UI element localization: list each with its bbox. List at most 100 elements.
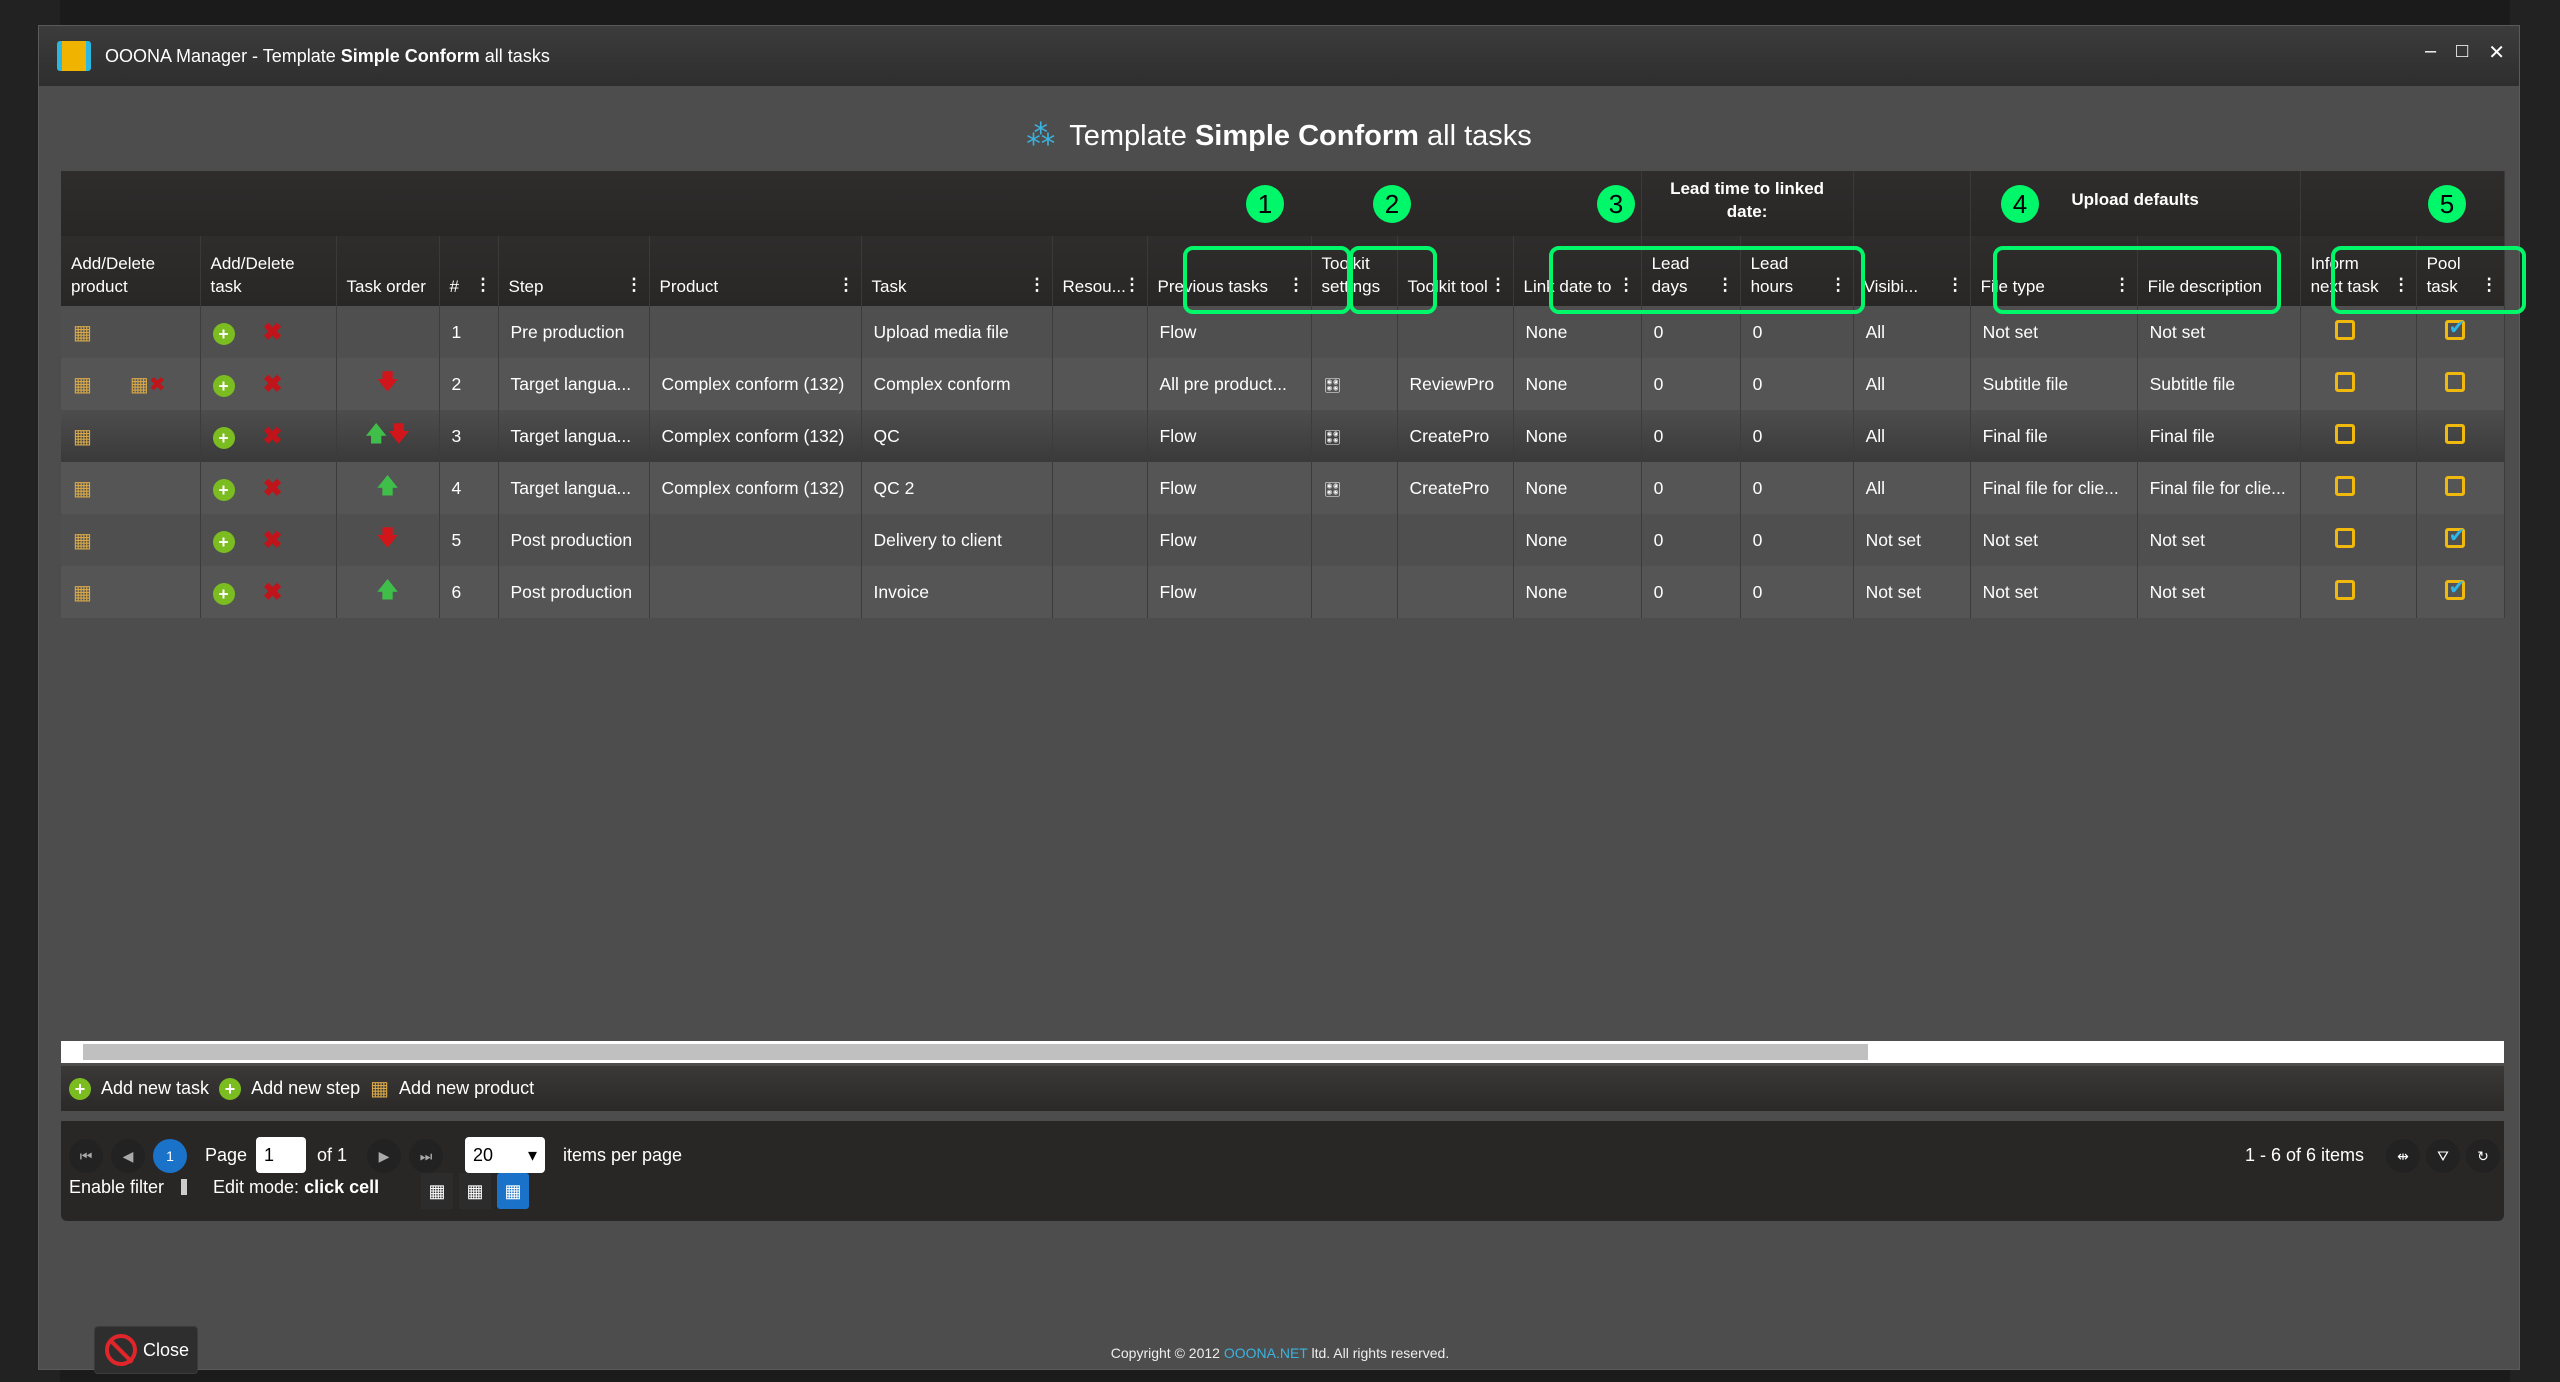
product-cell[interactable] [649, 306, 862, 358]
column-header[interactable]: Step ⋮ [498, 236, 650, 306]
task-cell[interactable]: QC 2 [861, 462, 1053, 514]
file-type-cell[interactable]: Subtitle file [1970, 358, 2138, 410]
add-task-icon[interactable]: + [212, 530, 235, 553]
previous-tasks-cell[interactable]: Flow [1147, 410, 1312, 462]
column-menu-icon[interactable]: ⋮ [1028, 275, 1046, 294]
delete-task-icon[interactable]: ✖ [262, 526, 283, 554]
add-task-icon[interactable]: + [212, 478, 235, 501]
toolkit-settings-cell[interactable]: 🎛 [1311, 410, 1398, 462]
column-menu-icon[interactable]: ⋮ [837, 275, 855, 294]
visibility-cell[interactable]: All [1853, 410, 1971, 462]
toolkit-settings-icon[interactable]: 🎛 [1323, 428, 1342, 445]
clear-filter-icon[interactable]: ⛛ [2426, 1139, 2460, 1173]
move-up-icon[interactable]: 🡅 [376, 577, 399, 602]
add-product-icon[interactable]: ▦ [73, 425, 92, 448]
table-row[interactable]: ▦ + ✖ 1 Pre production Upload media file Flow N… [61, 306, 2505, 358]
product-cell[interactable] [649, 566, 862, 618]
lead-days-cell[interactable]: 0 [1641, 410, 1741, 462]
file-description-cell[interactable]: Final file for clie... [2137, 462, 2301, 514]
column-menu-icon[interactable]: ⋮ [1829, 275, 1847, 294]
column-header[interactable]: # ⋮ [439, 236, 499, 306]
table-row[interactable]: ▦ ▦✖ + ✖ 🡇 2 Target langua... Complex conform (… [61, 358, 2505, 410]
delete-task-icon[interactable]: ✖ [262, 318, 283, 346]
product-cell[interactable]: Complex conform (132) [649, 410, 862, 462]
move-down-icon[interactable]: 🡇 [376, 369, 399, 394]
move-up-icon[interactable]: 🡅 [364, 421, 388, 446]
link-date-cell[interactable]: None [1513, 566, 1642, 618]
visibility-cell[interactable]: Not set [1853, 514, 1971, 566]
toolkit-tool-cell[interactable] [1397, 514, 1514, 566]
scrollbar-thumb[interactable] [83, 1044, 1868, 1060]
step-cell[interactable]: Target langua... [498, 358, 650, 410]
add-new-task-button[interactable]: Add new task [101, 1078, 210, 1098]
file-description-cell[interactable]: Not set [2137, 306, 2301, 358]
column-menu-icon[interactable]: ⋮ [1946, 275, 1964, 294]
visibility-cell[interactable]: All [1853, 306, 1971, 358]
column-menu-icon[interactable]: ⋮ [1123, 275, 1141, 294]
resource-cell[interactable] [1052, 358, 1148, 410]
column-header[interactable]: Add/Delete task [200, 236, 337, 306]
add-task-icon[interactable]: + [212, 322, 235, 345]
resource-cell[interactable] [1052, 514, 1148, 566]
toolkit-settings-cell[interactable]: 🎛 [1311, 462, 1398, 514]
task-cell[interactable]: Complex conform [861, 358, 1053, 410]
toolkit-tool-cell[interactable]: CreatePro [1397, 462, 1514, 514]
move-up-icon[interactable]: 🡅 [376, 473, 399, 498]
delete-product-icon[interactable]: ▦✖ [129, 373, 166, 396]
lead-hours-cell[interactable]: 0 [1740, 514, 1854, 566]
link-date-cell[interactable]: None [1513, 462, 1642, 514]
add-product-icon[interactable]: ▦ [73, 529, 92, 552]
previous-tasks-cell[interactable]: Flow [1147, 306, 1312, 358]
resource-cell[interactable] [1052, 462, 1148, 514]
step-cell[interactable]: Target langua... [498, 462, 650, 514]
column-header[interactable]: Resou... ⋮ [1052, 236, 1148, 306]
enable-filter-toggle[interactable] [181, 1179, 187, 1195]
delete-task-icon[interactable]: ✖ [262, 370, 283, 398]
last-page-button[interactable]: ⏭ [409, 1139, 443, 1173]
visibility-cell[interactable]: All [1853, 462, 1971, 514]
page-1-button[interactable]: 1 [153, 1139, 187, 1173]
column-header[interactable]: Task ⋮ [861, 236, 1053, 306]
task-cell[interactable]: Delivery to client [861, 514, 1053, 566]
add-product-icon[interactable]: ▦ [73, 321, 92, 344]
toolkit-tool-cell[interactable] [1397, 566, 1514, 618]
inform-next-task-checkbox[interactable] [2334, 319, 2355, 340]
lead-hours-cell[interactable]: 0 [1740, 566, 1854, 618]
page-input[interactable]: 1 [256, 1137, 306, 1173]
previous-tasks-cell[interactable]: Flow [1147, 514, 1312, 566]
resource-cell[interactable] [1052, 410, 1148, 462]
inform-next-task-checkbox[interactable] [2334, 423, 2355, 444]
lead-days-cell[interactable]: 0 [1641, 306, 1741, 358]
link-date-cell[interactable]: None [1513, 410, 1642, 462]
lead-hours-cell[interactable]: 0 [1740, 462, 1854, 514]
add-new-product-button[interactable]: Add new product [399, 1078, 535, 1098]
lead-hours-cell[interactable]: 0 [1740, 410, 1854, 462]
delete-task-icon[interactable]: ✖ [262, 422, 283, 450]
add-product-icon[interactable]: ▦ [73, 581, 92, 604]
edit-mode-inline-icon[interactable]: ▦ [497, 1173, 529, 1209]
file-type-cell[interactable]: Final file for clie... [1970, 462, 2138, 514]
toolkit-tool-cell[interactable]: CreatePro [1397, 410, 1514, 462]
add-product-icon[interactable]: ▦ [73, 373, 92, 396]
next-page-button[interactable]: ▶ [367, 1139, 401, 1173]
task-cell[interactable]: Invoice [861, 566, 1053, 618]
step-cell[interactable]: Target langua... [498, 410, 650, 462]
file-type-cell[interactable]: Final file [1970, 410, 2138, 462]
resource-cell[interactable] [1052, 566, 1148, 618]
table-row[interactable]: ▦ + ✖ 🡅 4 Target langua... Complex conform (13… [61, 462, 2505, 514]
toolkit-tool-cell[interactable]: ReviewPro [1397, 358, 1514, 410]
toolkit-settings-cell[interactable] [1311, 306, 1398, 358]
delete-task-icon[interactable]: ✖ [262, 474, 283, 502]
table-row[interactable]: ▦ + ✖ 🡅 6 Post production Invoice Flow None 0 0 Not… [61, 566, 2505, 618]
resize-columns-icon[interactable]: ⇹ [2386, 1139, 2420, 1173]
lead-days-cell[interactable]: 0 [1641, 358, 1741, 410]
column-menu-icon[interactable]: ⋮ [1617, 275, 1635, 294]
lead-hours-cell[interactable]: 0 [1740, 306, 1854, 358]
toolkit-settings-icon[interactable]: 🎛 [1323, 480, 1342, 497]
lead-days-cell[interactable]: 0 [1641, 514, 1741, 566]
inform-next-task-checkbox[interactable] [2334, 371, 2355, 392]
resource-cell[interactable] [1052, 306, 1148, 358]
pool-task-checkbox[interactable] [2444, 315, 2465, 340]
pool-task-checkbox[interactable] [2444, 575, 2465, 600]
file-description-cell[interactable]: Not set [2137, 566, 2301, 618]
